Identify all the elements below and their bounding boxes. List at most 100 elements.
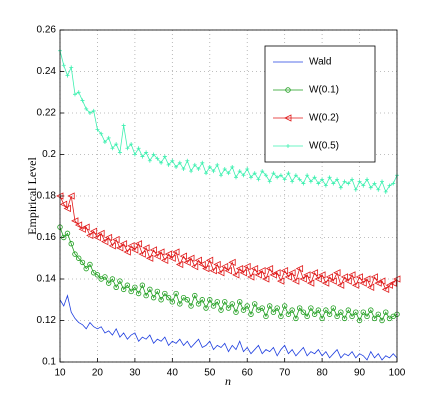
marker xyxy=(129,142,134,147)
marker xyxy=(198,260,206,269)
marker xyxy=(67,192,75,200)
marker xyxy=(374,279,382,287)
marker xyxy=(345,307,352,313)
marker xyxy=(222,167,227,172)
marker xyxy=(144,150,149,155)
marker xyxy=(320,177,325,182)
marker xyxy=(286,144,290,148)
marker xyxy=(104,233,113,242)
marker xyxy=(385,281,393,289)
marker xyxy=(315,307,322,313)
marker xyxy=(293,315,299,322)
marker xyxy=(109,276,116,282)
marker xyxy=(215,162,220,167)
marker xyxy=(359,279,367,287)
marker xyxy=(308,179,313,184)
marker xyxy=(106,135,111,140)
marker xyxy=(250,264,259,273)
marker xyxy=(155,156,160,161)
marker xyxy=(219,173,224,178)
marker xyxy=(333,269,341,277)
marker xyxy=(351,281,360,289)
marker xyxy=(379,317,385,324)
marker xyxy=(61,63,66,68)
marker xyxy=(162,154,167,159)
marker xyxy=(200,160,205,165)
marker xyxy=(281,303,288,309)
marker xyxy=(365,177,370,182)
marker xyxy=(110,146,115,151)
marker xyxy=(160,256,169,264)
marker xyxy=(248,175,253,180)
marker xyxy=(263,313,269,320)
marker xyxy=(177,301,183,307)
marker xyxy=(102,274,108,280)
marker xyxy=(170,158,175,163)
legend-label: Wald xyxy=(309,57,331,68)
marker xyxy=(334,313,340,320)
marker xyxy=(232,271,240,279)
marker xyxy=(284,273,292,281)
series-line xyxy=(59,226,398,322)
y-tick-label: 0.24 xyxy=(37,66,57,77)
marker xyxy=(220,262,229,271)
marker xyxy=(162,290,168,297)
marker xyxy=(233,309,239,315)
marker xyxy=(138,250,146,258)
marker xyxy=(226,171,231,176)
marker xyxy=(306,279,315,287)
marker xyxy=(173,290,179,297)
marker xyxy=(252,171,257,176)
marker xyxy=(243,262,251,271)
x-tick-label: 100 xyxy=(389,368,406,379)
marker xyxy=(188,303,194,309)
marker xyxy=(330,305,337,311)
marker xyxy=(102,140,107,145)
marker xyxy=(304,313,310,320)
marker xyxy=(168,254,176,262)
marker xyxy=(321,279,330,287)
x-tick-label: 70 xyxy=(279,368,291,379)
marker xyxy=(278,313,284,320)
marker xyxy=(83,265,89,272)
marker xyxy=(68,241,74,247)
marker xyxy=(338,309,344,315)
marker xyxy=(79,259,86,266)
marker xyxy=(101,238,109,246)
marker xyxy=(114,142,119,147)
marker xyxy=(199,297,205,303)
marker xyxy=(190,262,199,271)
x-axis-label: n xyxy=(225,374,231,388)
marker xyxy=(119,240,128,248)
marker xyxy=(237,169,242,174)
marker xyxy=(202,264,210,273)
marker xyxy=(209,267,217,275)
marker xyxy=(164,250,172,258)
marker xyxy=(310,269,319,277)
marker xyxy=(355,273,363,281)
marker xyxy=(286,171,291,176)
marker xyxy=(295,264,304,273)
marker xyxy=(82,223,90,231)
marker xyxy=(273,269,281,277)
marker xyxy=(229,301,235,307)
marker xyxy=(222,299,228,305)
marker xyxy=(341,315,348,322)
marker xyxy=(288,269,296,277)
x-tick-label: 60 xyxy=(242,368,254,379)
marker xyxy=(192,292,198,299)
marker xyxy=(71,217,79,225)
marker xyxy=(224,267,232,275)
marker xyxy=(301,181,306,186)
marker xyxy=(142,244,150,252)
y-tick-label: 0.2 xyxy=(42,149,56,160)
marker xyxy=(179,252,187,260)
marker xyxy=(205,256,214,264)
legend-label: W(0.2) xyxy=(309,113,339,124)
marker xyxy=(259,305,265,311)
marker xyxy=(361,183,366,188)
marker xyxy=(128,288,134,295)
marker xyxy=(344,277,352,285)
marker xyxy=(72,251,78,257)
marker xyxy=(124,282,131,288)
